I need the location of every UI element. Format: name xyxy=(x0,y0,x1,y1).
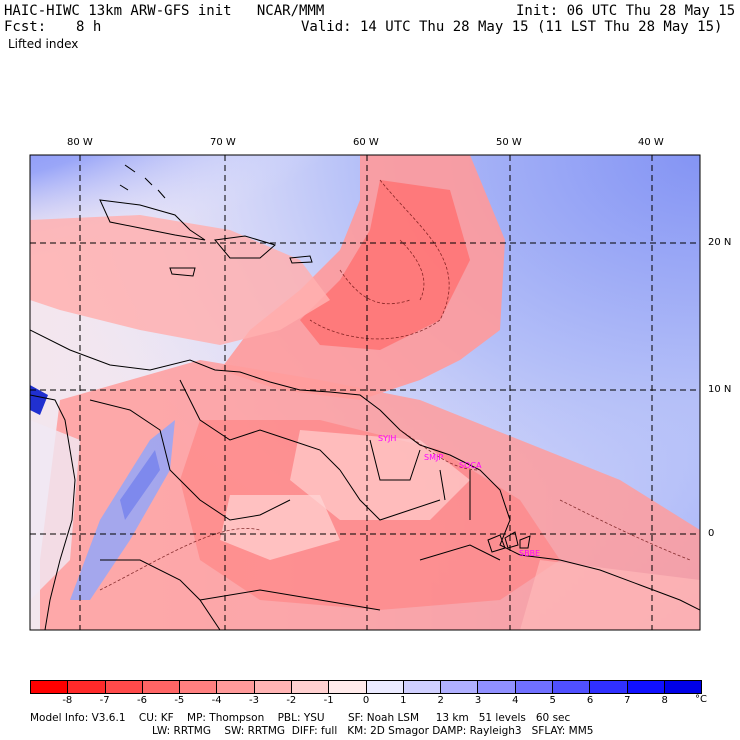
colorbar-tick-label: 8 xyxy=(661,695,668,706)
colorbar-swatch xyxy=(514,681,552,693)
model-info-line2: LW: RRTMG SW: RRTMG DIFF: full KM: 2D Sm… xyxy=(152,725,594,737)
colorbar-tick-label: -2 xyxy=(286,695,297,706)
lon-label-60w: 60 W xyxy=(353,137,379,148)
colorbar-tick-label: 6 xyxy=(586,695,594,706)
colorbar-tick-label: -8 xyxy=(62,695,73,706)
colorbar-swatch xyxy=(663,681,702,693)
colorbar-swatch xyxy=(551,681,590,693)
colorbar-tick-label: 7 xyxy=(624,695,631,706)
lon-label-40w: 40 W xyxy=(638,137,664,148)
colorbar-swatch xyxy=(253,681,291,693)
colorbar-unit: °C xyxy=(695,694,707,705)
lat-label-10n: 10 N xyxy=(708,384,732,395)
colorbar-swatch xyxy=(365,681,403,693)
lat-label-0: 0 xyxy=(708,528,715,539)
colorbar-swatch xyxy=(31,681,68,693)
model-title: HAIC-HIWC 13km ARW-GFS init NCAR/MMM xyxy=(4,3,325,19)
lon-label-80w: 80 W xyxy=(67,137,93,148)
colorbar-swatch xyxy=(402,681,441,693)
colorbar-tick-label: -1 xyxy=(323,695,334,706)
colorbar-swatch xyxy=(104,681,142,693)
colorbar-labels: -8 -7 -6 -5 -4 -3 -2 -1 0 1 2 3 4 5 6 7 8 xyxy=(30,695,702,707)
field-name: Lifted index xyxy=(8,37,79,51)
colorbar-swatch xyxy=(179,681,217,693)
colorbar-tick-label: 0 xyxy=(362,695,370,706)
station-syjh: SYJH xyxy=(378,434,396,443)
colorbar-tick-label: -7 xyxy=(99,695,110,706)
forecast-label: Fcst: xyxy=(4,19,47,35)
colorbar-swatch xyxy=(141,681,180,693)
valid-time: Valid: 14 UTC Thu 28 May 15 (11 LST Thu … xyxy=(301,19,723,35)
colorbar-swatch xyxy=(290,681,329,693)
colorbar-tick-label: 5 xyxy=(549,695,556,706)
lon-label-50w: 50 W xyxy=(496,137,522,148)
colorbar-swatch xyxy=(67,681,105,693)
colorbar-swatch xyxy=(440,681,478,693)
colorbar-swatch xyxy=(626,681,664,693)
colorbar-swatch xyxy=(328,681,366,693)
colorbar-tick-label: 1 xyxy=(400,695,407,706)
colorbar-tick-label: -4 xyxy=(211,695,222,706)
colorbar-tick-label: -5 xyxy=(174,695,185,706)
colorbar-tick-label: -3 xyxy=(249,695,259,706)
colorbar-swatch xyxy=(477,681,515,693)
lon-label-70w: 70 W xyxy=(210,137,236,148)
model-info-line1: Model Info: V3.6.1 CU: KF MP: Thompson P… xyxy=(30,712,571,724)
colorbar-swatch xyxy=(589,681,627,693)
forecast-hour: 8 h xyxy=(76,19,102,35)
lat-label-20n: 20 N xyxy=(708,237,732,248)
init-time: Init: 06 UTC Thu 28 May 15 xyxy=(516,3,736,19)
station-soca: SOCA xyxy=(459,461,482,470)
colorbar-tick-label: 2 xyxy=(437,695,444,706)
station-sbbe: SBBE xyxy=(519,549,540,558)
colorbar-tick-label: 4 xyxy=(512,695,519,706)
colorbar-swatch xyxy=(216,681,254,693)
colorbar-tick-label: -6 xyxy=(137,695,147,706)
colorbar-tick-label: 3 xyxy=(474,695,482,706)
colorbar xyxy=(30,680,702,694)
station-smjp: SMJP xyxy=(424,453,443,462)
